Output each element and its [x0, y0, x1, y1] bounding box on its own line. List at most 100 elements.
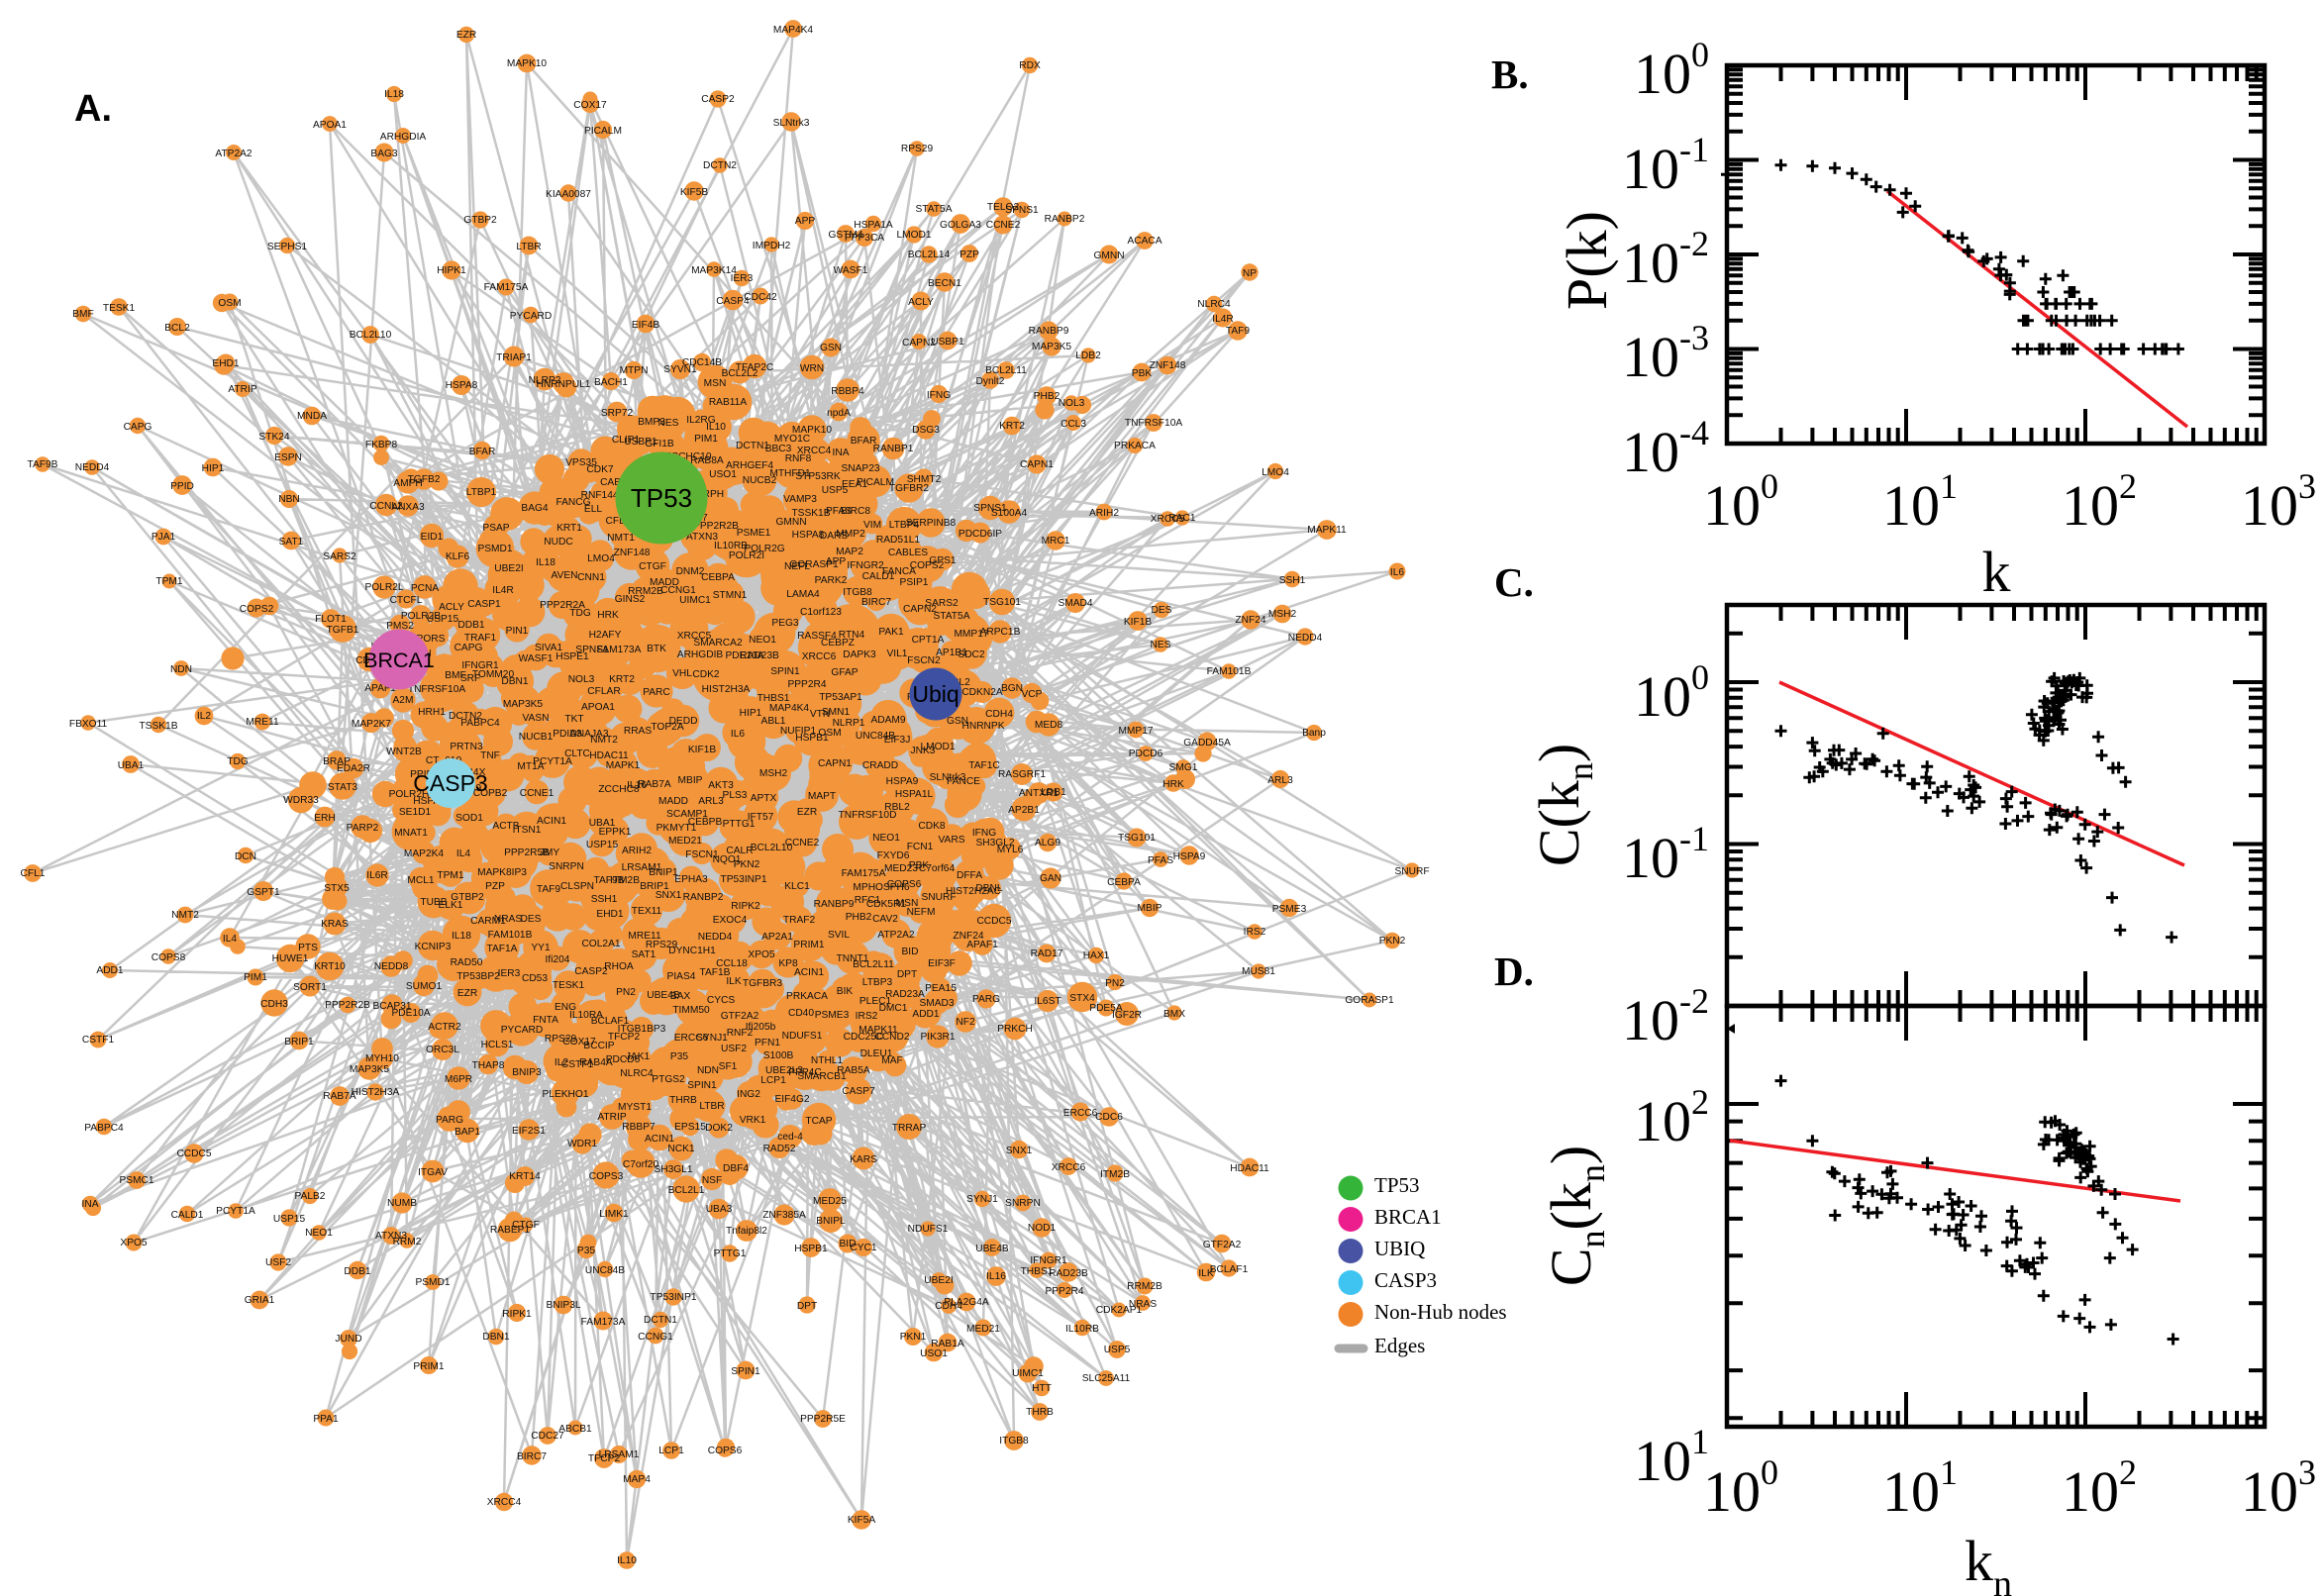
svg-text:DLEU1: DLEU1	[860, 1048, 893, 1059]
svg-text:GRIA1: GRIA1	[245, 1295, 275, 1306]
svg-text:TSSK1B: TSSK1B	[139, 721, 177, 732]
svg-text:NLRC4: NLRC4	[620, 1068, 654, 1079]
svg-text:FAM101B: FAM101B	[488, 930, 533, 941]
svg-text:SYNJ1: SYNJ1	[966, 1194, 998, 1205]
svg-text:KP8: KP8	[778, 958, 798, 969]
svg-text:MPHOSPH6: MPHOSPH6	[853, 882, 910, 893]
svg-text:CSTF1: CSTF1	[82, 1035, 115, 1046]
svg-text:INA: INA	[82, 1199, 99, 1210]
svg-text:ERCC6: ERCC6	[1063, 1108, 1098, 1119]
svg-text:PABPC4: PABPC4	[84, 1123, 124, 1134]
svg-text:USBP1: USBP1	[931, 337, 964, 348]
svg-text:PICALM: PICALM	[584, 126, 622, 137]
svg-text:POLR2H: POLR2H	[389, 789, 430, 800]
svg-text:SUMO1: SUMO1	[406, 981, 443, 992]
svg-text:TP53INP1: TP53INP1	[651, 1292, 697, 1303]
svg-text:NUCB1: NUCB1	[519, 732, 554, 743]
svg-text:EPS15: EPS15	[674, 1122, 706, 1133]
svg-text:AKT3: AKT3	[708, 780, 734, 791]
svg-text:IL10: IL10	[706, 422, 726, 433]
svg-text:NEDD8: NEDD8	[374, 961, 409, 972]
svg-text:PICALM: PICALM	[857, 477, 894, 488]
svg-text:CLIP1: CLIP1	[612, 435, 641, 446]
svg-text:D.: D.	[1494, 948, 1534, 994]
svg-text:XRCC6: XRCC6	[802, 651, 837, 662]
svg-text:CDKN2A: CDKN2A	[961, 687, 1003, 698]
svg-text:LMO4: LMO4	[587, 553, 615, 564]
svg-text:CASP2: CASP2	[701, 94, 735, 105]
svg-text:XRCC4: XRCC4	[487, 1497, 522, 1508]
svg-text:MAP2K7: MAP2K7	[352, 719, 392, 730]
svg-text:DDB1: DDB1	[457, 620, 485, 631]
svg-text:LCP1: LCP1	[658, 1446, 684, 1456]
svg-text:ITGB1BP3: ITGB1BP3	[618, 1024, 666, 1035]
svg-text:BNIPL: BNIPL	[816, 1216, 846, 1227]
svg-text:NEO1: NEO1	[305, 1228, 333, 1239]
svg-text:A2M: A2M	[393, 695, 414, 706]
svg-text:CCL18: CCL18	[716, 958, 748, 969]
svg-text:BRIP1: BRIP1	[284, 1037, 314, 1047]
svg-text:NES: NES	[658, 418, 679, 429]
svg-text:LMOD1: LMOD1	[920, 742, 955, 752]
svg-text:EEA1: EEA1	[842, 479, 867, 490]
svg-text:RAD17: RAD17	[1031, 948, 1063, 959]
svg-text:PPP2R2B: PPP2R2B	[693, 521, 739, 532]
svg-text:LDB2: LDB2	[1075, 350, 1101, 361]
svg-text:SPNS1: SPNS1	[575, 645, 609, 655]
svg-text:BCLAF1: BCLAF1	[1210, 1264, 1249, 1275]
svg-text:SARS2: SARS2	[925, 598, 959, 609]
svg-text:PFN1: PFN1	[755, 1038, 780, 1048]
svg-text:MAP2K4: MAP2K4	[404, 848, 445, 859]
svg-text:CDC25C: CDC25C	[844, 1032, 884, 1043]
svg-text:PPP2R5B: PPP2R5B	[504, 848, 550, 858]
svg-text:ACIN1: ACIN1	[794, 967, 824, 978]
svg-text:HCLS1: HCLS1	[481, 1040, 514, 1050]
svg-text:SH3GL1: SH3GL1	[654, 1164, 692, 1175]
svg-text:DCN: DCN	[235, 851, 256, 862]
svg-text:KRT1: KRT1	[556, 523, 582, 534]
svg-text:NUMB: NUMB	[387, 1198, 417, 1209]
svg-text:RFC1: RFC1	[855, 895, 881, 906]
svg-text:COPB2: COPB2	[473, 788, 508, 799]
svg-text:BMF: BMF	[445, 670, 466, 681]
svg-text:EID1: EID1	[421, 532, 444, 543]
svg-text:DPT: DPT	[897, 969, 917, 980]
svg-text:UBE2L3: UBE2L3	[765, 1065, 803, 1076]
svg-text:RBBP7: RBBP7	[622, 1122, 656, 1133]
svg-text:CDK8: CDK8	[918, 821, 946, 832]
svg-text:USO1: USO1	[709, 469, 737, 480]
svg-text:TGFBR3: TGFBR3	[743, 978, 783, 989]
svg-text:HTT: HTT	[1032, 1383, 1052, 1394]
svg-text:ATRIP: ATRIP	[228, 384, 256, 395]
svg-text:TAF9: TAF9	[537, 884, 560, 895]
svg-text:MED21: MED21	[668, 836, 702, 847]
svg-text:PYCARD: PYCARD	[501, 1025, 543, 1036]
svg-text:RANBP9: RANBP9	[814, 899, 855, 910]
svg-text:CEBPA: CEBPA	[1107, 877, 1141, 888]
svg-text:TUBB: TUBB	[420, 897, 447, 908]
svg-text:LIMK1: LIMK1	[599, 1209, 629, 1220]
svg-text:HRH1: HRH1	[418, 707, 446, 718]
svg-text:RAD23B: RAD23B	[740, 650, 779, 661]
svg-text:APP: APP	[826, 556, 847, 567]
svg-text:TGFB2: TGFB2	[408, 474, 441, 485]
svg-text:10-3: 10-3	[1622, 318, 1709, 389]
svg-text:EIF2S1: EIF2S1	[512, 1126, 546, 1137]
svg-text:KIF1B: KIF1B	[1124, 617, 1153, 628]
svg-text:PDE10A: PDE10A	[391, 1008, 430, 1019]
svg-text:PSAP: PSAP	[482, 523, 509, 534]
svg-text:USF2: USF2	[721, 1044, 747, 1054]
svg-text:HAX1: HAX1	[1083, 950, 1110, 961]
svg-text:PDCD6: PDCD6	[606, 1054, 641, 1065]
svg-text:ITGB8: ITGB8	[999, 1436, 1029, 1446]
svg-text:TAF9B: TAF9B	[594, 875, 625, 886]
svg-text:ARHGEF4: ARHGEF4	[726, 460, 773, 471]
svg-text:SNURF: SNURF	[921, 892, 956, 903]
svg-text:ACLY: ACLY	[908, 297, 934, 308]
svg-text:ARPC1B: ARPC1B	[980, 627, 1021, 638]
svg-text:PZP: PZP	[485, 881, 505, 892]
svg-text:BNIP3: BNIP3	[512, 1067, 542, 1078]
svg-text:ZNF148: ZNF148	[614, 548, 651, 558]
svg-text:RRM2B: RRM2B	[1127, 1281, 1162, 1292]
svg-text:IFNGR2: IFNGR2	[847, 560, 884, 571]
